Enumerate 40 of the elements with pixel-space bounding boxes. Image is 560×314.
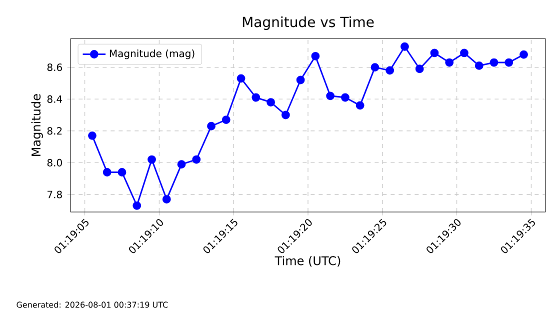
point	[118, 168, 126, 176]
point	[266, 98, 276, 106]
point	[445, 58, 454, 67]
point	[296, 76, 305, 84]
point	[281, 110, 290, 120]
point	[474, 62, 484, 70]
chart-title: Magnitude vs Time	[242, 16, 374, 30]
point	[400, 42, 409, 51]
point	[207, 122, 216, 130]
point	[311, 52, 320, 60]
point	[192, 155, 201, 164]
point	[356, 101, 364, 110]
point	[236, 74, 246, 83]
y-tick-label: 7.8	[48, 190, 62, 198]
point	[326, 92, 335, 100]
y-tick-label: 8.6	[47, 64, 62, 72]
point	[222, 116, 230, 124]
point	[504, 58, 514, 67]
y-axis-title: Magnitude	[31, 94, 43, 156]
text: Generated: 2026-08-01 00:37:19 UTC	[16, 302, 168, 308]
y-tick-label: 8.0	[47, 158, 62, 166]
point	[148, 155, 156, 164]
y-tick-label: 8.2	[47, 127, 62, 135]
point	[162, 195, 171, 204]
legend-label: Magnitude (mag)	[110, 49, 194, 60]
point	[252, 93, 260, 102]
point	[460, 48, 468, 58]
point	[177, 160, 186, 168]
point	[341, 93, 350, 102]
point	[132, 201, 142, 210]
point	[370, 63, 380, 72]
point	[102, 168, 112, 176]
point	[430, 48, 439, 58]
point	[520, 50, 528, 59]
point	[490, 58, 498, 67]
y-tick-label: 8.4	[47, 95, 62, 103]
point	[415, 64, 424, 74]
x-axis-title: Time (UTC)	[274, 256, 340, 267]
point	[88, 131, 96, 140]
point	[386, 66, 394, 75]
